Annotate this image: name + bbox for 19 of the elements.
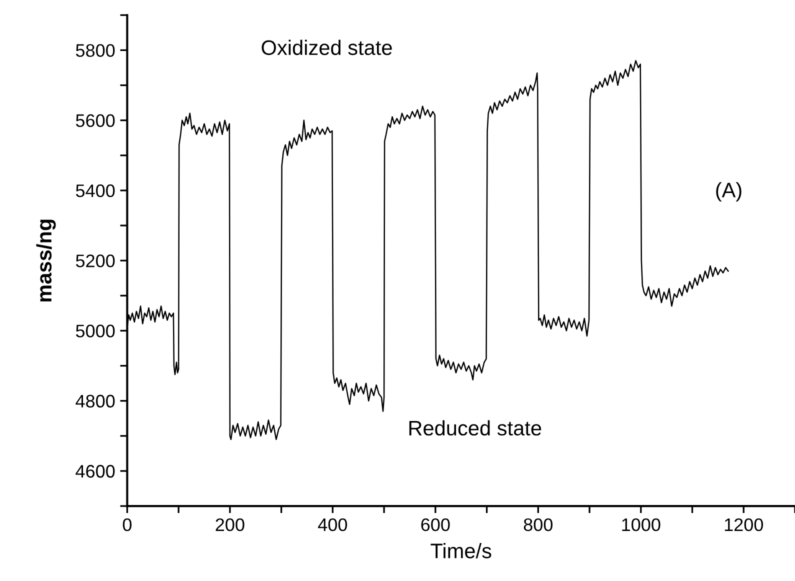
x-axis-title: Time/s [430, 543, 492, 558]
annotation: (A) [716, 182, 742, 202]
y-tick-label: 5600 [76, 114, 115, 128]
x-tick-label: 1200 [724, 518, 764, 532]
x-tick-label: 0 [122, 518, 132, 532]
annotation: Reduced state [409, 420, 542, 436]
y-tick-label: 5000 [76, 324, 115, 338]
annotation: Oxidized state [262, 40, 392, 56]
x-tick-label: 400 [318, 518, 348, 532]
y-axis-title: mass/ng [36, 220, 56, 302]
y-tick-label: 5400 [76, 184, 115, 198]
y-tick-label: 5800 [76, 44, 115, 57]
x-tick-label: 600 [421, 518, 450, 532]
y-tick-label: 5200 [76, 254, 115, 268]
y-tick-label: 4800 [76, 394, 115, 408]
x-tick-label: 800 [524, 518, 553, 532]
x-tick-label: 1000 [622, 518, 660, 532]
y-tick-label: 4600 [76, 464, 115, 478]
x-tick-label: 200 [216, 518, 244, 532]
